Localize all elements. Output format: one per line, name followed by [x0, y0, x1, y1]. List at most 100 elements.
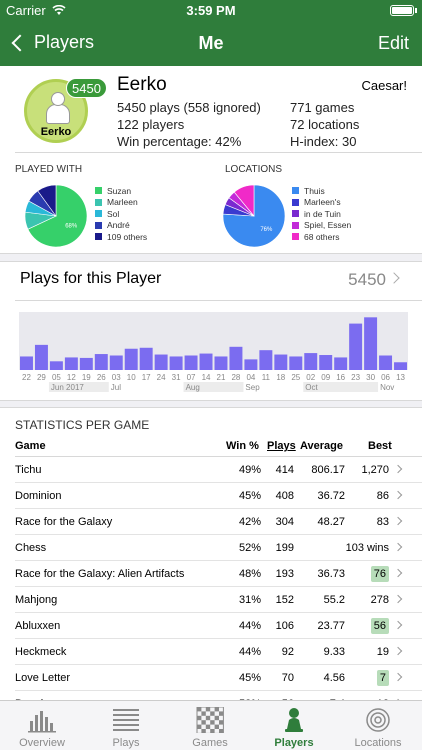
chevron-right-icon: [394, 543, 402, 551]
tab-players[interactable]: Players: [252, 701, 336, 750]
col-plays-header[interactable]: Plays: [267, 440, 296, 452]
tab-games[interactable]: Games: [168, 701, 252, 750]
x-tick-label: 31: [172, 373, 181, 382]
cell-win: 48%: [239, 568, 261, 580]
best-highlight: 7: [377, 670, 389, 686]
cell-game: Chess: [15, 542, 46, 554]
cell-plays: 199: [276, 542, 294, 554]
x-tick-label: 19: [82, 373, 91, 382]
cell-plays: 414: [276, 464, 294, 476]
table-row[interactable]: Abluxxen 44% 106 23.77 56: [0, 613, 422, 639]
legend-item: Marleen's: [292, 197, 351, 209]
legend-item: 109 others: [95, 231, 147, 243]
table-row[interactable]: Love Letter 45% 70 4.56 7: [0, 665, 422, 691]
chart-bar[interactable]: [394, 362, 407, 370]
plays-bar-chart[interactable]: 22 29 05 12 19 26 03 10 17 24 31 07 14 21 28 04 11 18 25 02…: [15, 306, 409, 398]
table-row[interactable]: Race for the Galaxy 42% 304 48.27 83: [0, 509, 422, 535]
cell-best: 19: [377, 646, 389, 658]
h-index-stat: H-index: 30: [290, 134, 356, 149]
x-tick-label: 21: [217, 373, 226, 382]
legend-label: Marleen's: [304, 197, 341, 207]
status-bar: Carrier 3:59 PM: [0, 0, 422, 22]
chart-bar[interactable]: [215, 356, 228, 370]
table-row[interactable]: Mahjong 31% 152 55.2 278: [0, 587, 422, 613]
col-average-header[interactable]: Average: [300, 440, 343, 452]
chart-bar[interactable]: [304, 353, 317, 370]
played-with-label: PLAYED WITH: [15, 164, 82, 175]
table-row[interactable]: Race for the Galaxy: Alien Artifacts 48% 1…: [0, 561, 422, 587]
month-label: Jun 2017: [51, 383, 84, 392]
chevron-right-icon: [394, 673, 402, 681]
chart-bar[interactable]: [259, 350, 272, 370]
table-row[interactable]: Tichu 49% 414 806.17 1,270: [0, 457, 422, 483]
col-win-header[interactable]: Win %: [226, 440, 259, 452]
chart-bar[interactable]: [364, 317, 377, 370]
chart-bar[interactable]: [80, 358, 93, 370]
table-row[interactable]: Heckmeck 44% 92 9.33 19: [0, 639, 422, 665]
legend-label: André: [107, 220, 130, 230]
month-label: Sep: [245, 383, 260, 392]
chessboard-icon: [196, 707, 224, 733]
cell-avg: 48.27: [317, 516, 345, 528]
tab-plays[interactable]: Plays: [84, 701, 168, 750]
legend-item: Spiel, Essen: [292, 220, 351, 232]
col-best-header[interactable]: Best: [368, 440, 392, 452]
chart-bar[interactable]: [334, 357, 347, 370]
chevron-right-icon: [394, 465, 402, 473]
legend-swatch: [95, 233, 102, 240]
chart-bar[interactable]: [379, 356, 392, 371]
locations-pie-chart[interactable]: 76%: [222, 184, 286, 248]
tab-locations[interactable]: Locations: [336, 701, 420, 750]
x-tick-label: 25: [291, 373, 300, 382]
chevron-right-icon: [394, 647, 402, 655]
cell-plays: 408: [276, 490, 294, 502]
tab-overview[interactable]: Overview: [0, 701, 84, 750]
chart-bar[interactable]: [200, 354, 213, 370]
chart-bar[interactable]: [229, 347, 242, 370]
chart-bar[interactable]: [20, 356, 33, 370]
chart-bar[interactable]: [35, 345, 48, 370]
chart-bar[interactable]: [319, 355, 332, 370]
chart-bar[interactable]: [50, 361, 63, 370]
cell-avg: 36.72: [317, 490, 345, 502]
chart-bar[interactable]: [274, 355, 287, 370]
x-tick-label: 17: [142, 373, 151, 382]
legend-swatch: [95, 210, 102, 217]
chart-bar[interactable]: [170, 356, 183, 370]
x-tick-label: 26: [97, 373, 106, 382]
chart-bar[interactable]: [125, 349, 138, 370]
x-tick-label: 13: [396, 373, 405, 382]
chart-bar[interactable]: [185, 356, 198, 371]
chart-bar[interactable]: [140, 348, 153, 370]
tab-label: Overview: [0, 737, 84, 749]
cell-win: 49%: [239, 464, 261, 476]
chart-bar[interactable]: [244, 359, 257, 370]
legend-swatch: [292, 187, 299, 194]
cell-avg: 806.17: [311, 464, 345, 476]
chart-bar[interactable]: [95, 354, 108, 370]
cell-best: 1,270: [361, 464, 389, 476]
chart-bar[interactable]: [65, 357, 78, 370]
chart-bar[interactable]: [155, 355, 168, 370]
target-icon: [364, 707, 392, 733]
player-nickname: Caesar!: [361, 78, 407, 93]
stats-heading: STATISTICS PER GAME: [15, 418, 149, 432]
tab-bar: Overview Plays Games Players Locations: [0, 700, 422, 750]
navigation-bar: Players Me Edit: [0, 22, 422, 66]
locations-stat: 72 locations: [290, 117, 359, 132]
table-row[interactable]: Chess 52% 199 103 wins: [0, 535, 422, 561]
edit-button[interactable]: Edit: [378, 33, 409, 54]
month-label: Jul: [111, 383, 121, 392]
table-row[interactable]: Dominion 45% 408 36.72 86: [0, 483, 422, 509]
cell-avg: 9.33: [324, 646, 345, 658]
chart-bar[interactable]: [349, 324, 362, 370]
played-with-pie-chart[interactable]: 68%: [24, 184, 88, 248]
best-highlight: 56: [371, 618, 389, 634]
cell-avg: 4.56: [324, 672, 345, 684]
cell-win: 44%: [239, 620, 261, 632]
chart-bar[interactable]: [110, 356, 123, 371]
cell-avg: 23.77: [317, 620, 345, 632]
legend-swatch: [95, 199, 102, 206]
chart-bar[interactable]: [289, 356, 302, 370]
col-game-header[interactable]: Game: [15, 440, 46, 452]
